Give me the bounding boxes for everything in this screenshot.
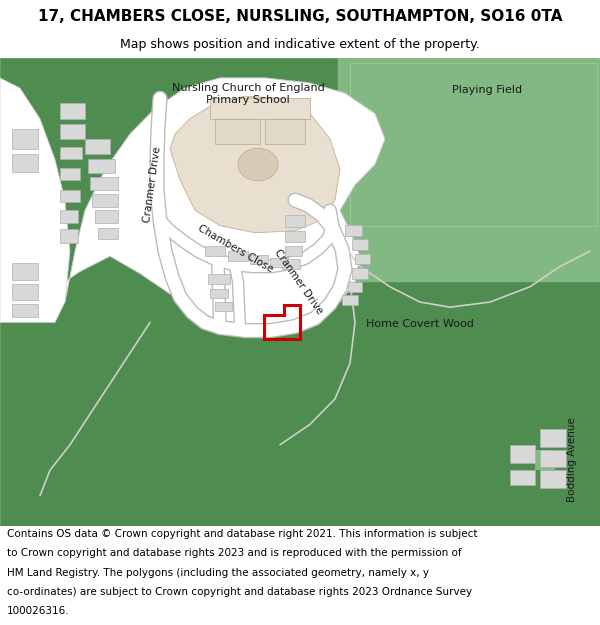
Polygon shape xyxy=(285,231,305,242)
Polygon shape xyxy=(60,229,78,243)
Polygon shape xyxy=(170,96,340,232)
Polygon shape xyxy=(95,211,118,222)
Polygon shape xyxy=(250,255,268,264)
Polygon shape xyxy=(338,58,600,282)
Polygon shape xyxy=(352,239,368,250)
Polygon shape xyxy=(345,224,362,236)
Polygon shape xyxy=(510,470,535,486)
Polygon shape xyxy=(208,274,230,284)
Text: Chambers Close: Chambers Close xyxy=(196,223,274,275)
Polygon shape xyxy=(265,119,305,144)
Polygon shape xyxy=(282,259,300,269)
Text: co-ordinates) are subject to Crown copyright and database rights 2023 Ordnance S: co-ordinates) are subject to Crown copyr… xyxy=(7,587,472,597)
Polygon shape xyxy=(60,103,85,119)
Polygon shape xyxy=(12,154,38,172)
Polygon shape xyxy=(98,228,118,239)
Polygon shape xyxy=(205,246,225,256)
Polygon shape xyxy=(535,450,555,470)
Polygon shape xyxy=(210,289,228,298)
Text: Contains OS data © Crown copyright and database right 2021. This information is : Contains OS data © Crown copyright and d… xyxy=(7,529,478,539)
Polygon shape xyxy=(510,445,535,463)
Text: Map shows position and indicative extent of the property.: Map shows position and indicative extent… xyxy=(120,38,480,51)
Text: Playing Field: Playing Field xyxy=(452,85,522,95)
Polygon shape xyxy=(210,98,310,119)
Text: Nursling Church of England: Nursling Church of England xyxy=(172,83,325,93)
Polygon shape xyxy=(352,269,368,279)
Polygon shape xyxy=(0,58,600,526)
Text: Primary School: Primary School xyxy=(206,95,290,105)
Text: 100026316.: 100026316. xyxy=(7,606,70,616)
Polygon shape xyxy=(12,304,38,318)
Polygon shape xyxy=(540,450,566,467)
Polygon shape xyxy=(285,216,305,227)
Text: Bodding Avenue: Bodding Avenue xyxy=(567,418,577,502)
Polygon shape xyxy=(215,119,260,144)
Polygon shape xyxy=(350,62,597,226)
Polygon shape xyxy=(60,190,80,202)
Polygon shape xyxy=(88,159,115,172)
Text: HM Land Registry. The polygons (including the associated geometry, namely x, y: HM Land Registry. The polygons (includin… xyxy=(7,568,429,578)
Text: Cranmer Drive: Cranmer Drive xyxy=(142,146,162,224)
Polygon shape xyxy=(60,211,78,222)
Polygon shape xyxy=(348,282,362,292)
Text: to Crown copyright and database rights 2023 and is reproduced with the permissio: to Crown copyright and database rights 2… xyxy=(7,549,462,559)
Polygon shape xyxy=(65,78,385,328)
Polygon shape xyxy=(92,194,118,208)
Polygon shape xyxy=(12,263,38,279)
Polygon shape xyxy=(90,177,118,190)
Polygon shape xyxy=(285,246,302,256)
Polygon shape xyxy=(228,251,248,261)
Polygon shape xyxy=(270,258,288,268)
Polygon shape xyxy=(60,147,82,159)
Polygon shape xyxy=(12,284,38,300)
Polygon shape xyxy=(60,168,80,180)
Text: 17, CHAMBERS CLOSE, NURSLING, SOUTHAMPTON, SO16 0TA: 17, CHAMBERS CLOSE, NURSLING, SOUTHAMPTO… xyxy=(38,9,562,24)
Polygon shape xyxy=(342,295,358,305)
Text: Home Covert Wood: Home Covert Wood xyxy=(366,319,474,329)
Polygon shape xyxy=(85,139,110,154)
Polygon shape xyxy=(540,429,566,447)
Polygon shape xyxy=(0,78,70,322)
Polygon shape xyxy=(355,254,370,264)
Polygon shape xyxy=(12,129,38,149)
Ellipse shape xyxy=(238,148,278,181)
Polygon shape xyxy=(540,470,566,488)
Polygon shape xyxy=(60,124,85,139)
Text: Cranmer Drive: Cranmer Drive xyxy=(272,248,324,316)
Polygon shape xyxy=(215,302,232,311)
